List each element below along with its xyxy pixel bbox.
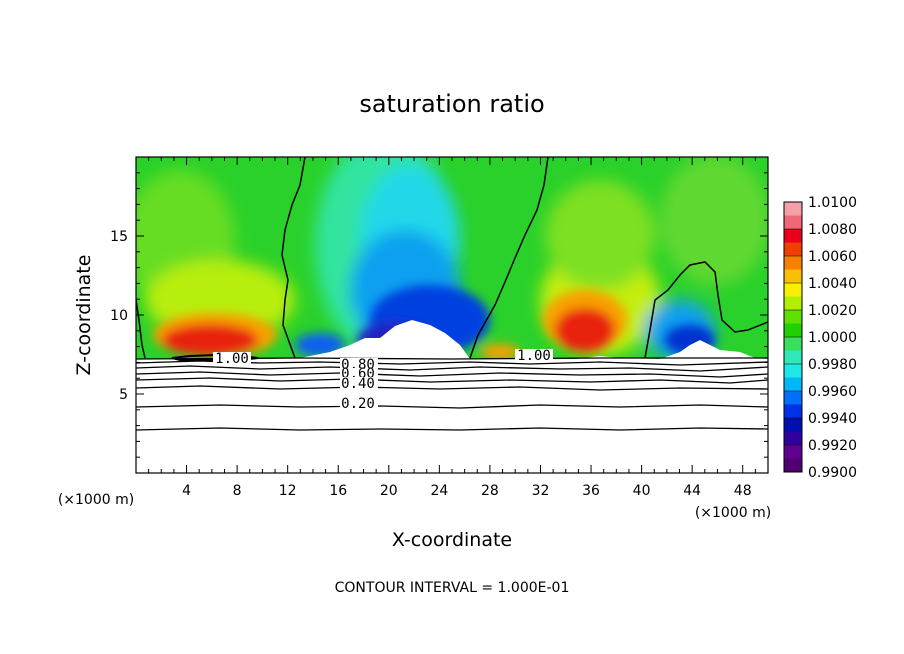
y-axis-label: Z-coordinate	[73, 255, 95, 376]
colorbar-swatch	[784, 296, 802, 311]
colorbar-tick-label: 1.0060	[808, 249, 857, 265]
colorbar-swatch	[784, 283, 802, 297]
colorbar-tick-label: 0.9900	[808, 465, 857, 481]
y-tick-label: 15	[110, 229, 128, 245]
colorbar-swatch	[784, 269, 802, 284]
colorbar-swatch	[784, 458, 802, 473]
colorbar-swatch	[784, 404, 802, 419]
y-tick-label: 10	[110, 308, 128, 324]
x-tick-label: 40	[633, 483, 651, 499]
contour-label: 1.00	[517, 348, 551, 364]
x-tick-label: 8	[233, 483, 242, 499]
colorbar-tick-label: 0.9940	[808, 411, 857, 427]
chart-title: saturation ratio	[359, 90, 544, 118]
x-tick-label: 4	[182, 483, 191, 499]
colorbar-tick-label: 0.9920	[808, 438, 857, 454]
contour-label: 0.20	[341, 396, 375, 412]
colorbar-swatch	[784, 242, 802, 257]
plot-field	[136, 157, 768, 473]
x-axis: 4 8 12 16 20 24 28 32 36 40 44 48	[148, 157, 756, 499]
colorbar-swatch	[784, 350, 802, 365]
x-tick-label: 36	[582, 483, 600, 499]
colorbar-swatch	[784, 337, 802, 351]
contour-label: 1.00	[215, 351, 249, 367]
colorbar-swatch	[784, 202, 802, 216]
colorbar-swatch	[784, 391, 802, 405]
colorbar-tick-label: 0.9980	[808, 357, 857, 373]
colorbar-swatch	[784, 310, 802, 324]
colorbar-swatch	[784, 431, 802, 446]
x-unit-label: (×1000 m)	[58, 492, 134, 508]
x-tick-label: 24	[430, 483, 448, 499]
x-tick-label: 44	[683, 483, 701, 499]
colorbar-swatch	[784, 364, 802, 378]
colorbar-swatch	[784, 377, 802, 392]
colorbar-tick-label: 0.9960	[808, 384, 857, 400]
colorbar-tick-label: 1.0040	[808, 276, 857, 292]
colorbar-swatch	[784, 418, 802, 432]
x-tick-label: 32	[532, 483, 550, 499]
colorbar-swatch	[784, 229, 802, 243]
x-axis-label: X-coordinate	[392, 529, 512, 551]
x-tick-label: 28	[481, 483, 499, 499]
y-axis: 5 10 15	[110, 172, 768, 458]
colorbar-swatch	[784, 215, 802, 230]
colorbar-tick-label: 1.0000	[808, 330, 857, 346]
colorbar-tick-label: 1.0080	[808, 222, 857, 238]
x-tick-label: 16	[329, 483, 347, 499]
colorbar-swatch	[784, 445, 802, 459]
colorbar-swatch	[784, 323, 802, 338]
colorbar: 1.0100 1.0080 1.0060 1.0040 1.0020 1.0000 0.99…	[783, 195, 857, 481]
contour-label: 0.40	[341, 376, 375, 392]
colorbar-tick-label: 1.0100	[808, 195, 857, 211]
x-tick-label: 20	[380, 483, 398, 499]
x-tick-label: 48	[734, 483, 752, 499]
colorbar-swatch	[784, 256, 802, 270]
x-tick-label: 12	[279, 483, 297, 499]
colorbar-tick-label: 1.0020	[808, 303, 857, 319]
x-unit-label-right: (×1000 m)	[695, 505, 771, 521]
y-tick-label: 5	[119, 387, 128, 403]
contour-interval-note: CONTOUR INTERVAL = 1.000E-01	[335, 580, 570, 596]
